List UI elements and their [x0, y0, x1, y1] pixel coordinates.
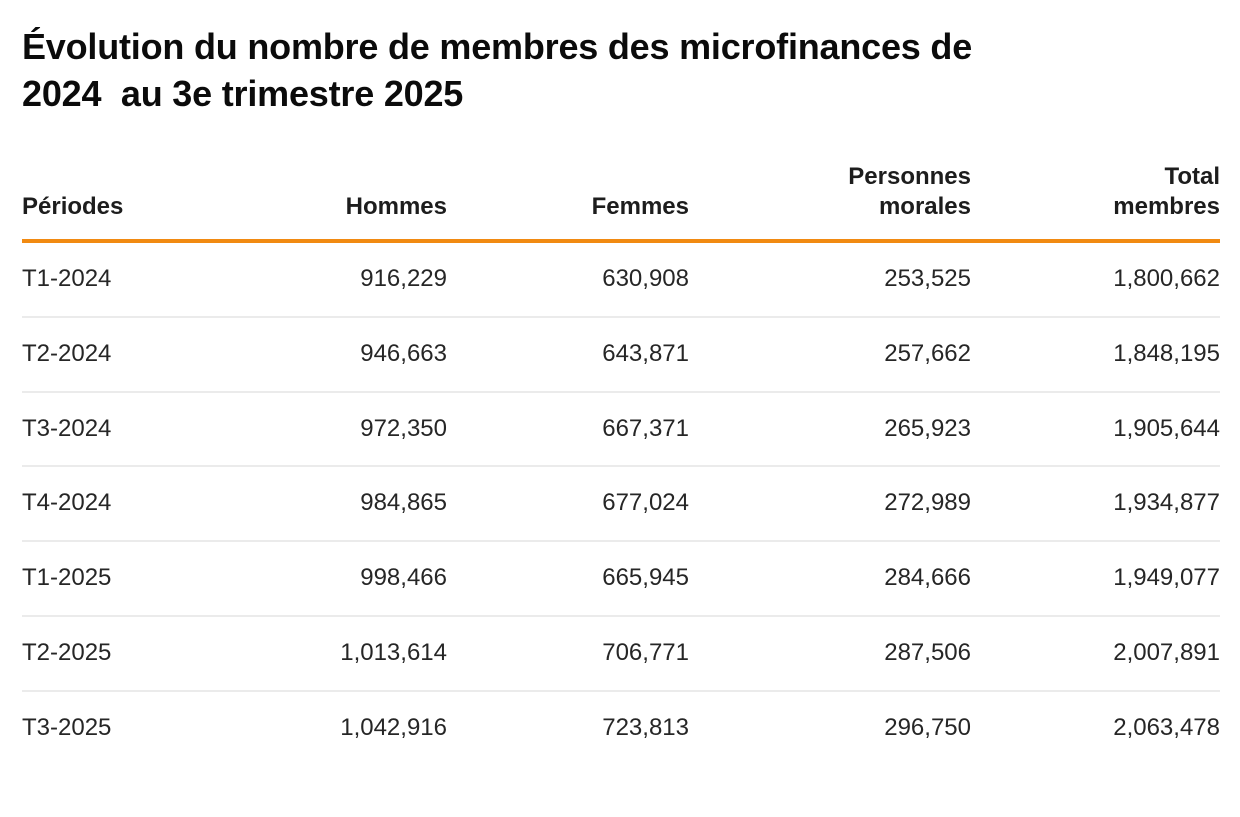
hommes-value-cell: 1,042,916 — [340, 713, 447, 741]
total-membres-value-cell: 2,007,891 — [971, 616, 1220, 692]
hommes-value-cell: 972,350 — [222, 391, 447, 468]
femmes-value-cell: 630,908 — [447, 241, 689, 318]
total-membres-value-cell: 1,949,077 — [971, 541, 1220, 618]
header-row: Périodes Hommes Femmes Personnes morales Tot… — [22, 161, 1220, 244]
column-header-personnes-morales: Personnes morales — [689, 161, 971, 244]
table-header: Périodes Hommes Femmes Personnes morales Tot… — [22, 161, 1220, 244]
table-body: T1-2024 916,229 630,908 253,525 1,800,662 T2-… — [22, 241, 1220, 765]
hommes-value-cell: 946,663 — [222, 316, 447, 393]
table-row: T2-2025 1,013,614 706,771 287,506 2,007,891 — [22, 616, 1220, 692]
period-cell: T3-2024 — [22, 391, 222, 468]
table-visualization: Évolution du nombre de membres des micro… — [22, 26, 1220, 765]
femmes-value-cell: 665,945 — [447, 541, 689, 618]
personnes-morales-value-cell: 296,750 — [884, 713, 971, 741]
personnes-morales-value-cell: 287,506 — [689, 616, 971, 692]
table-row: T1-2024 916,229 630,908 253,525 1,800,662 — [22, 241, 1220, 318]
period-cell: T2-2024 — [22, 316, 222, 393]
column-header-hommes: Hommes — [222, 161, 447, 244]
page-title: Évolution du nombre de membres des micro… — [22, 26, 973, 114]
period-cell: T4-2024 — [22, 466, 222, 543]
period-cell: T1-2025 — [22, 541, 222, 618]
personnes-morales-value-cell: 284,666 — [689, 541, 971, 618]
hommes-value-cell: 998,466 — [222, 541, 447, 618]
femmes-value-cell: 723,813 — [602, 713, 689, 741]
period-cell: T3-2025 — [22, 713, 112, 741]
total-membres-value-cell: 1,848,195 — [971, 316, 1220, 393]
hommes-value-cell: 984,865 — [222, 466, 447, 543]
table-row: T4-2024 984,865 677,024 272,989 1,934,877 — [22, 466, 1220, 543]
table-row: T1-2025 998,466 665,945 284,666 1,949,077 — [22, 541, 1220, 618]
total-membres-value-cell: 1,905,644 — [971, 391, 1220, 468]
table-row: T3-2025 1,042,916 723,813 296,750 2,063,478 — [22, 691, 1220, 765]
members-table: Périodes Hommes Femmes Personnes morales Tot… — [22, 161, 1220, 765]
column-header-femmes: Femmes — [447, 161, 689, 244]
personnes-morales-value-cell: 253,525 — [689, 241, 971, 318]
femmes-value-cell: 706,771 — [447, 616, 689, 692]
hommes-value-cell: 916,229 — [222, 241, 447, 318]
total-membres-value-cell: 2,063,478 — [1113, 713, 1220, 741]
period-cell: T1-2024 — [22, 241, 222, 318]
column-header-total-membres: Total membres — [971, 161, 1220, 244]
table-row: T2-2024 946,663 643,871 257,662 1,848,195 — [22, 316, 1220, 393]
femmes-value-cell: 667,371 — [447, 391, 689, 468]
personnes-morales-value-cell: 272,989 — [689, 466, 971, 543]
total-membres-value-cell: 1,800,662 — [971, 241, 1220, 318]
hommes-value-cell: 1,013,614 — [222, 616, 447, 692]
personnes-morales-value-cell: 265,923 — [689, 391, 971, 468]
column-header-periodes: Périodes — [22, 161, 222, 244]
period-cell: T2-2025 — [22, 616, 222, 692]
table-row: T3-2024 972,350 667,371 265,923 1,905,644 — [22, 391, 1220, 468]
personnes-morales-value-cell: 257,662 — [689, 316, 971, 393]
total-membres-value-cell: 1,934,877 — [971, 466, 1220, 543]
femmes-value-cell: 643,871 — [447, 316, 689, 393]
femmes-value-cell: 677,024 — [447, 466, 689, 543]
